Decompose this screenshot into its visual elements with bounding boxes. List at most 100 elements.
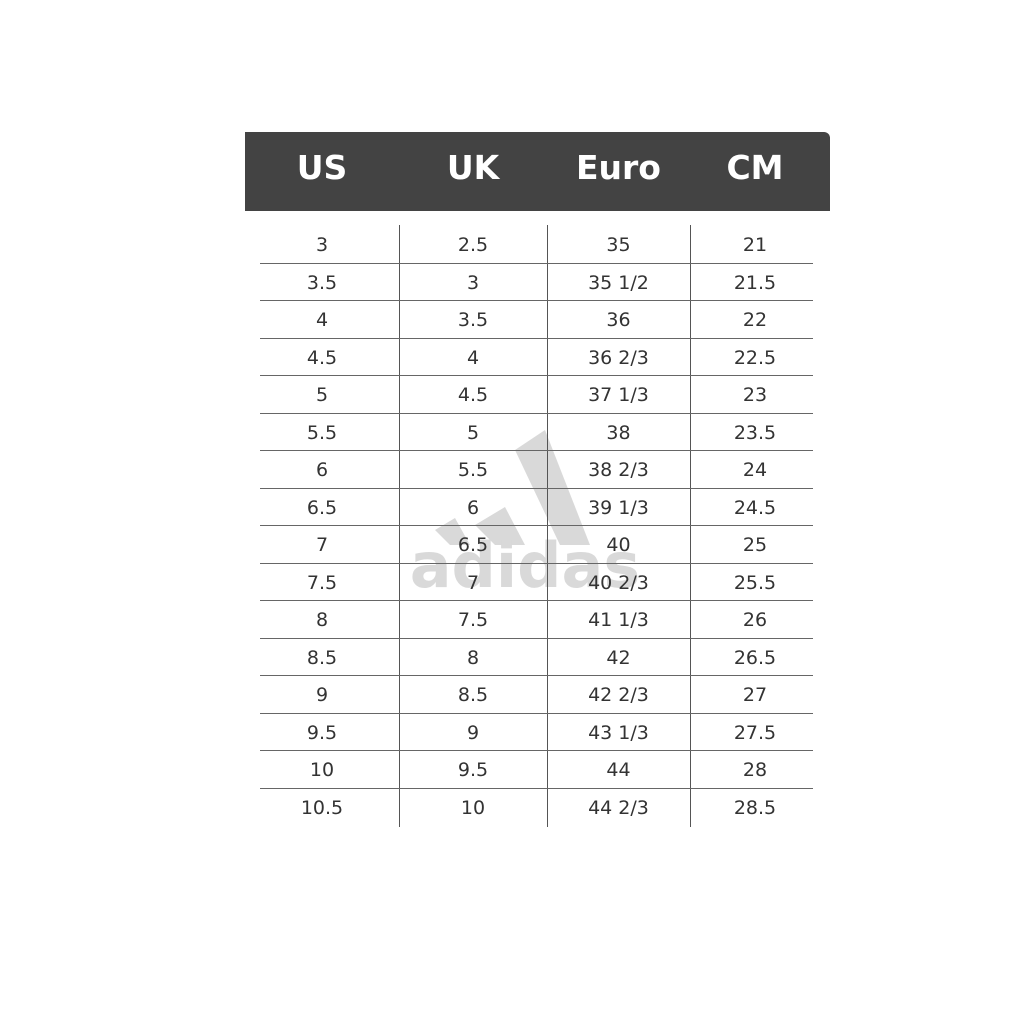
cell-uk: 10 xyxy=(460,796,486,819)
header-cm: CM xyxy=(726,148,784,187)
cell-us: 7 xyxy=(315,534,329,556)
cell-us: 4 xyxy=(315,309,329,331)
column-divider xyxy=(399,225,400,827)
cell-cm: 22.5 xyxy=(733,346,777,369)
cell-uk: 7 xyxy=(466,571,480,594)
cell-euro: 40 xyxy=(606,534,631,556)
column-divider xyxy=(690,225,691,827)
cell-uk: 2.5 xyxy=(457,234,489,256)
row-divider xyxy=(260,525,813,526)
cell-cm: 21.5 xyxy=(733,271,777,294)
row-divider xyxy=(260,562,813,564)
table-row: 3.5 3 35 1/2 21.5 xyxy=(245,263,830,301)
cell-us: 6.5 xyxy=(306,496,338,519)
header-us: US xyxy=(296,148,348,187)
cell-euro: 35 1/2 xyxy=(588,271,649,294)
cell-euro: 39 1/3 xyxy=(588,496,649,519)
row-divider xyxy=(260,675,813,676)
cell-uk: 5.5 xyxy=(457,459,489,481)
cell-us: 10 xyxy=(309,759,335,781)
cell-uk: 3 xyxy=(466,271,480,294)
cell-euro: 35 xyxy=(606,234,631,256)
header-euro: Euro xyxy=(576,148,661,187)
cell-us: 5.5 xyxy=(306,421,338,444)
table-row: 6 5.5 38 2/3 24 xyxy=(245,450,830,488)
cell-cm: 26 xyxy=(742,609,768,631)
row-divider xyxy=(260,787,813,789)
cell-cm: 23 xyxy=(742,384,768,406)
row-divider xyxy=(260,450,813,451)
cell-uk: 6.5 xyxy=(457,534,489,556)
cell-cm: 23.5 xyxy=(733,421,777,444)
cell-euro: 36 2/3 xyxy=(588,346,649,369)
cell-us: 6 xyxy=(315,459,329,481)
row-divider xyxy=(260,412,813,414)
cell-cm: 25 xyxy=(742,534,768,556)
table-row: 3 2.5 35 21 xyxy=(245,225,830,263)
row-divider xyxy=(260,487,813,489)
cell-uk: 4.5 xyxy=(457,384,489,406)
cell-uk: 8.5 xyxy=(457,684,489,706)
cell-us: 9.5 xyxy=(306,721,338,744)
row-divider xyxy=(260,300,813,301)
cell-us: 7.5 xyxy=(306,571,338,594)
cell-cm: 21 xyxy=(742,234,768,256)
cell-cm: 22 xyxy=(742,309,768,331)
row-divider xyxy=(260,712,813,714)
table-row: 8.5 8 42 26.5 xyxy=(245,638,830,676)
cell-euro: 44 2/3 xyxy=(588,796,649,819)
row-divider xyxy=(260,600,813,601)
cell-us: 8 xyxy=(315,609,329,631)
cell-euro: 38 2/3 xyxy=(588,459,649,481)
cell-cm: 28 xyxy=(742,759,768,781)
cell-euro: 41 1/3 xyxy=(588,609,649,631)
cell-euro: 42 2/3 xyxy=(588,684,649,706)
cell-cm: 24.5 xyxy=(733,496,777,519)
cell-cm: 27 xyxy=(742,684,768,706)
cell-uk: 9 xyxy=(466,721,480,744)
cell-cm: 26.5 xyxy=(733,646,777,669)
table-row: 8 7.5 41 1/3 26 xyxy=(245,600,830,638)
cell-cm: 28.5 xyxy=(733,796,777,819)
cell-us: 8.5 xyxy=(306,646,338,669)
row-divider xyxy=(260,337,813,339)
cell-euro: 36 xyxy=(606,309,631,331)
cell-uk: 6 xyxy=(466,496,480,519)
cell-uk: 8 xyxy=(466,646,480,669)
table-row: 4 3.5 36 22 xyxy=(245,300,830,338)
row-divider xyxy=(260,637,813,639)
table-row: 6.5 6 39 1/3 24.5 xyxy=(245,488,830,526)
cell-euro: 37 1/3 xyxy=(588,384,649,406)
cell-cm: 24 xyxy=(742,459,768,481)
cell-euro: 40 2/3 xyxy=(588,571,649,594)
table-row: 10 9.5 44 28 xyxy=(245,750,830,788)
cell-euro: 38 xyxy=(606,421,631,444)
cell-us: 4.5 xyxy=(306,346,338,369)
svg-text:adidas: adidas xyxy=(410,529,641,595)
cell-us: 3 xyxy=(315,234,329,256)
row-divider xyxy=(260,262,813,264)
header-uk: UK xyxy=(446,148,500,187)
cell-euro: 43 1/3 xyxy=(588,721,649,744)
cell-cm: 27.5 xyxy=(733,721,777,744)
row-divider xyxy=(260,750,813,751)
table-row: 10.5 10 44 2/3 28.5 xyxy=(245,788,830,826)
table-row: 9 8.5 42 2/3 27 xyxy=(245,675,830,713)
table-row: 5 4.5 37 1/3 23 xyxy=(245,375,830,413)
table-row: 5.5 5 38 23.5 xyxy=(245,413,830,451)
table-header: US UK Euro CM xyxy=(245,132,830,211)
table-row: 7.5 7 40 2/3 25.5 xyxy=(245,563,830,601)
cell-uk: 3.5 xyxy=(457,309,489,331)
cell-us: 9 xyxy=(315,684,329,706)
cell-uk: 9.5 xyxy=(457,759,489,781)
size-table: 3 2.5 35 21 3.5 3 35 1/2 21.5 4 3.5 36 22 4.5 4 36 2/3… xyxy=(245,225,830,827)
table-row: 7 6.5 40 25 xyxy=(245,525,830,563)
cell-us: 5 xyxy=(315,384,329,406)
cell-uk: 7.5 xyxy=(457,609,489,631)
cell-us: 10.5 xyxy=(300,796,344,819)
column-divider xyxy=(547,225,548,827)
cell-uk: 5 xyxy=(466,421,480,444)
cell-euro: 42 xyxy=(606,646,631,669)
cell-euro: 44 xyxy=(606,759,631,781)
table-row: 9.5 9 43 1/3 27.5 xyxy=(245,713,830,751)
